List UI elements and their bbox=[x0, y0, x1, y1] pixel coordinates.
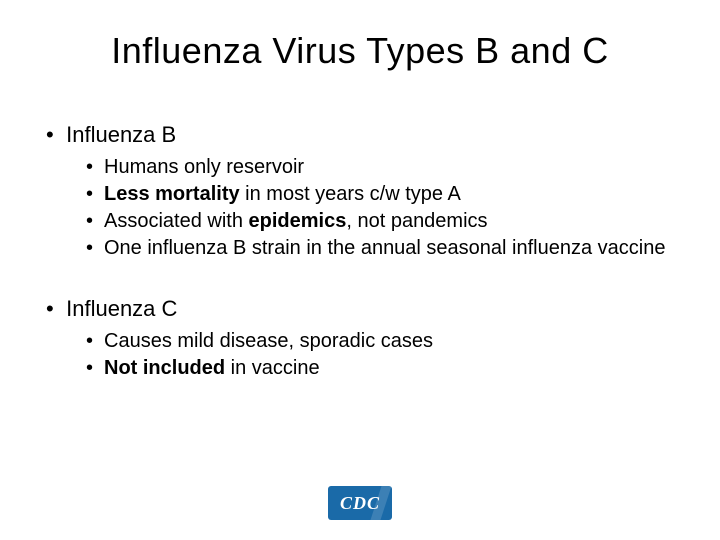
list-item-text: Humans only reservoir bbox=[104, 156, 304, 178]
slide-title: Influenza Virus Types B and C bbox=[40, 30, 680, 72]
cdc-logo-box: CDC bbox=[328, 486, 392, 520]
section-header-influenza-c: • Influenza C bbox=[46, 296, 680, 322]
list-item: Humans only reservoir bbox=[86, 154, 680, 181]
bullet-icon: • bbox=[46, 296, 60, 322]
slide: Influenza Virus Types B and C • Influenz… bbox=[0, 0, 720, 540]
section-header-text: Influenza B bbox=[66, 122, 176, 148]
list-item: One influenza B strain in the annual sea… bbox=[86, 235, 680, 262]
cdc-logo: CDC bbox=[328, 486, 392, 520]
list-item-bold: epidemics bbox=[249, 210, 347, 232]
list-item-text: Associated with bbox=[104, 210, 249, 232]
list-item-bold: Less mortality bbox=[104, 183, 240, 205]
list-item-bold: Not included bbox=[104, 357, 225, 379]
bullet-icon: • bbox=[46, 122, 60, 148]
list-item: Not included in vaccine bbox=[86, 355, 680, 382]
list-item-text: One influenza B strain in the annual sea… bbox=[104, 237, 665, 259]
list-item-text: , not pandemics bbox=[346, 210, 487, 232]
list-item: Less mortality in most years c/w type A bbox=[86, 181, 680, 208]
list-item-text: in most years c/w type A bbox=[240, 183, 461, 205]
sub-list-influenza-b: Humans only reservoir Less mortality in … bbox=[86, 154, 680, 262]
list-item-text: Causes mild disease, sporadic cases bbox=[104, 330, 433, 352]
sub-list-influenza-c: Causes mild disease, sporadic cases Not … bbox=[86, 328, 680, 382]
list-item: Causes mild disease, sporadic cases bbox=[86, 328, 680, 355]
section-header-influenza-b: • Influenza B bbox=[46, 122, 680, 148]
section-header-text: Influenza C bbox=[66, 296, 177, 322]
list-item: Associated with epidemics, not pandemics bbox=[86, 208, 680, 235]
list-item-text: in vaccine bbox=[225, 357, 320, 379]
